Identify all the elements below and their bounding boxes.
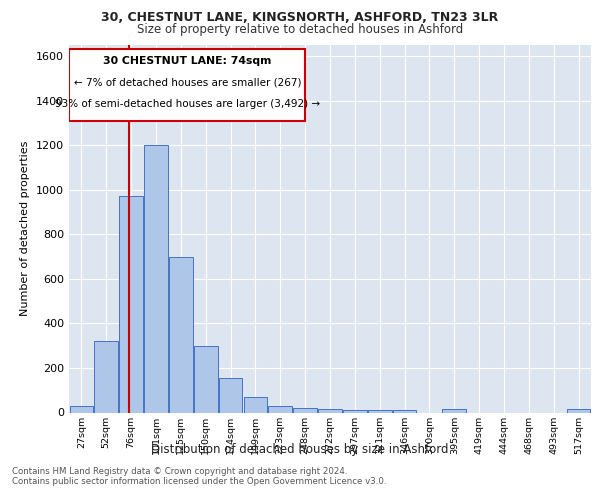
Bar	[70, 406, 93, 412]
Text: Contains HM Land Registry data © Crown copyright and database right 2024.: Contains HM Land Registry data © Crown c…	[12, 468, 347, 476]
Bar	[169, 256, 193, 412]
Bar	[94, 341, 118, 412]
Bar	[293, 408, 317, 412]
Bar	[368, 410, 392, 412]
Bar	[144, 145, 168, 412]
Text: ← 7% of detached houses are smaller (267): ← 7% of detached houses are smaller (267…	[74, 78, 301, 88]
Bar	[567, 409, 590, 412]
Bar	[194, 346, 218, 412]
Bar	[70, 50, 305, 120]
Text: Distribution of detached houses by size in Ashford: Distribution of detached houses by size …	[151, 442, 449, 456]
Text: Size of property relative to detached houses in Ashford: Size of property relative to detached ho…	[137, 22, 463, 36]
Bar	[268, 406, 292, 412]
Text: 30 CHESTNUT LANE: 74sqm: 30 CHESTNUT LANE: 74sqm	[103, 56, 272, 66]
Bar	[119, 196, 143, 412]
Bar	[244, 397, 267, 412]
Bar	[442, 409, 466, 412]
Bar	[393, 410, 416, 412]
Y-axis label: Number of detached properties: Number of detached properties	[20, 141, 31, 316]
Bar	[343, 410, 367, 412]
Bar	[318, 409, 342, 412]
Text: 93% of semi-detached houses are larger (3,492) →: 93% of semi-detached houses are larger (…	[55, 100, 320, 110]
Text: Contains public sector information licensed under the Open Government Licence v3: Contains public sector information licen…	[12, 478, 386, 486]
Text: 30, CHESTNUT LANE, KINGSNORTH, ASHFORD, TN23 3LR: 30, CHESTNUT LANE, KINGSNORTH, ASHFORD, …	[101, 11, 499, 24]
Bar	[219, 378, 242, 412]
